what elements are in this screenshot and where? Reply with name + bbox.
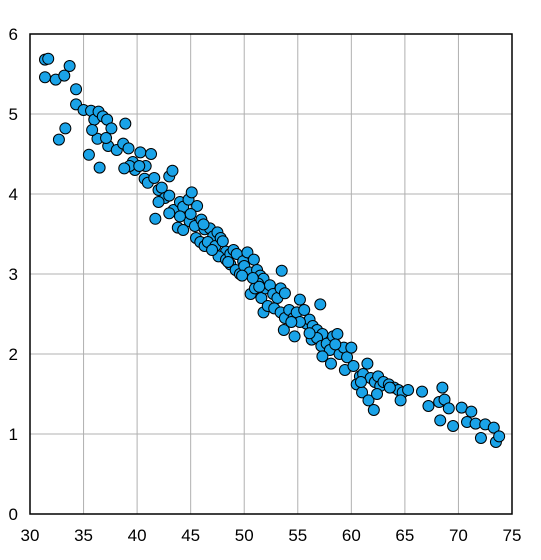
x-tick-label-65: 65 bbox=[395, 526, 414, 545]
data-point bbox=[70, 83, 83, 96]
data-point bbox=[487, 421, 500, 434]
data-point bbox=[42, 52, 55, 65]
data-point bbox=[100, 132, 113, 144]
data-point bbox=[361, 357, 374, 370]
data-point bbox=[316, 350, 329, 363]
x-tick-label-50: 50 bbox=[235, 526, 254, 545]
data-point bbox=[347, 360, 360, 372]
data-point bbox=[163, 189, 176, 202]
data-point bbox=[303, 327, 316, 340]
y-tick-label-0: 0 bbox=[9, 505, 18, 524]
data-point bbox=[465, 405, 478, 418]
data-point bbox=[163, 207, 176, 220]
data-point bbox=[173, 210, 186, 223]
data-point bbox=[166, 164, 179, 177]
data-point bbox=[119, 117, 132, 130]
data-point bbox=[93, 161, 106, 174]
data-point bbox=[493, 430, 506, 443]
data-point bbox=[383, 381, 396, 394]
y-tick-label-2: 2 bbox=[9, 345, 18, 364]
y-tick-label-3: 3 bbox=[9, 265, 18, 284]
data-point bbox=[149, 212, 162, 225]
data-point bbox=[63, 60, 76, 72]
data-point bbox=[105, 122, 118, 135]
plot-frame bbox=[29, 33, 513, 515]
data-point bbox=[184, 208, 197, 220]
data-point bbox=[58, 69, 71, 82]
data-point bbox=[394, 394, 407, 407]
x-tick-label-60: 60 bbox=[342, 526, 361, 545]
x-tick-label-70: 70 bbox=[449, 526, 468, 545]
data-point bbox=[222, 256, 235, 268]
data-point bbox=[191, 200, 204, 212]
y-tick-label-6: 6 bbox=[9, 25, 18, 44]
x-tick-label-55: 55 bbox=[288, 526, 307, 545]
data-point bbox=[133, 160, 146, 172]
x-tick-label-45: 45 bbox=[181, 526, 200, 545]
data-point bbox=[278, 287, 291, 300]
data-point bbox=[434, 414, 447, 427]
data-point bbox=[324, 357, 337, 370]
y-tick-label-4: 4 bbox=[9, 185, 18, 204]
data-point bbox=[52, 133, 65, 146]
data-point bbox=[447, 420, 460, 432]
data-point bbox=[206, 244, 219, 256]
data-point bbox=[293, 293, 306, 306]
data-point bbox=[422, 400, 435, 412]
data-point bbox=[145, 148, 158, 160]
data-point bbox=[253, 280, 266, 293]
data-points bbox=[38, 52, 506, 448]
data-point bbox=[148, 172, 161, 184]
data-point bbox=[118, 162, 131, 175]
data-point bbox=[197, 218, 210, 231]
data-point bbox=[247, 253, 260, 266]
data-point bbox=[122, 142, 135, 155]
data-point bbox=[275, 264, 288, 277]
data-point bbox=[402, 384, 415, 396]
data-point bbox=[285, 316, 298, 328]
grid bbox=[29, 33, 513, 515]
x-tick-label-35: 35 bbox=[74, 526, 93, 545]
data-point bbox=[82, 148, 95, 161]
y-tick-label-5: 5 bbox=[9, 105, 18, 124]
data-point bbox=[331, 328, 344, 340]
data-point bbox=[314, 298, 327, 311]
data-point bbox=[371, 388, 384, 400]
data-point bbox=[216, 235, 229, 248]
data-point bbox=[134, 146, 147, 159]
data-point bbox=[38, 71, 51, 84]
data-point bbox=[362, 394, 375, 407]
data-point bbox=[185, 186, 198, 199]
x-tick-label-40: 40 bbox=[128, 526, 147, 545]
data-point bbox=[329, 338, 342, 351]
data-point bbox=[288, 330, 301, 343]
data-point bbox=[436, 381, 449, 394]
data-point bbox=[86, 124, 99, 136]
x-tick-label-75: 75 bbox=[503, 526, 522, 545]
data-point bbox=[367, 404, 380, 416]
data-point bbox=[59, 122, 72, 135]
data-point bbox=[246, 272, 259, 284]
data-point bbox=[177, 224, 190, 236]
data-point bbox=[345, 341, 358, 354]
data-point bbox=[236, 269, 249, 282]
x-tick-label-30: 30 bbox=[21, 526, 40, 545]
data-point bbox=[152, 196, 165, 208]
data-point bbox=[474, 432, 487, 444]
data-point bbox=[442, 402, 455, 415]
data-point bbox=[354, 376, 367, 388]
data-point bbox=[416, 385, 429, 398]
y-tick-label-1: 1 bbox=[9, 425, 18, 444]
data-point bbox=[298, 304, 311, 316]
data-point bbox=[277, 324, 290, 336]
